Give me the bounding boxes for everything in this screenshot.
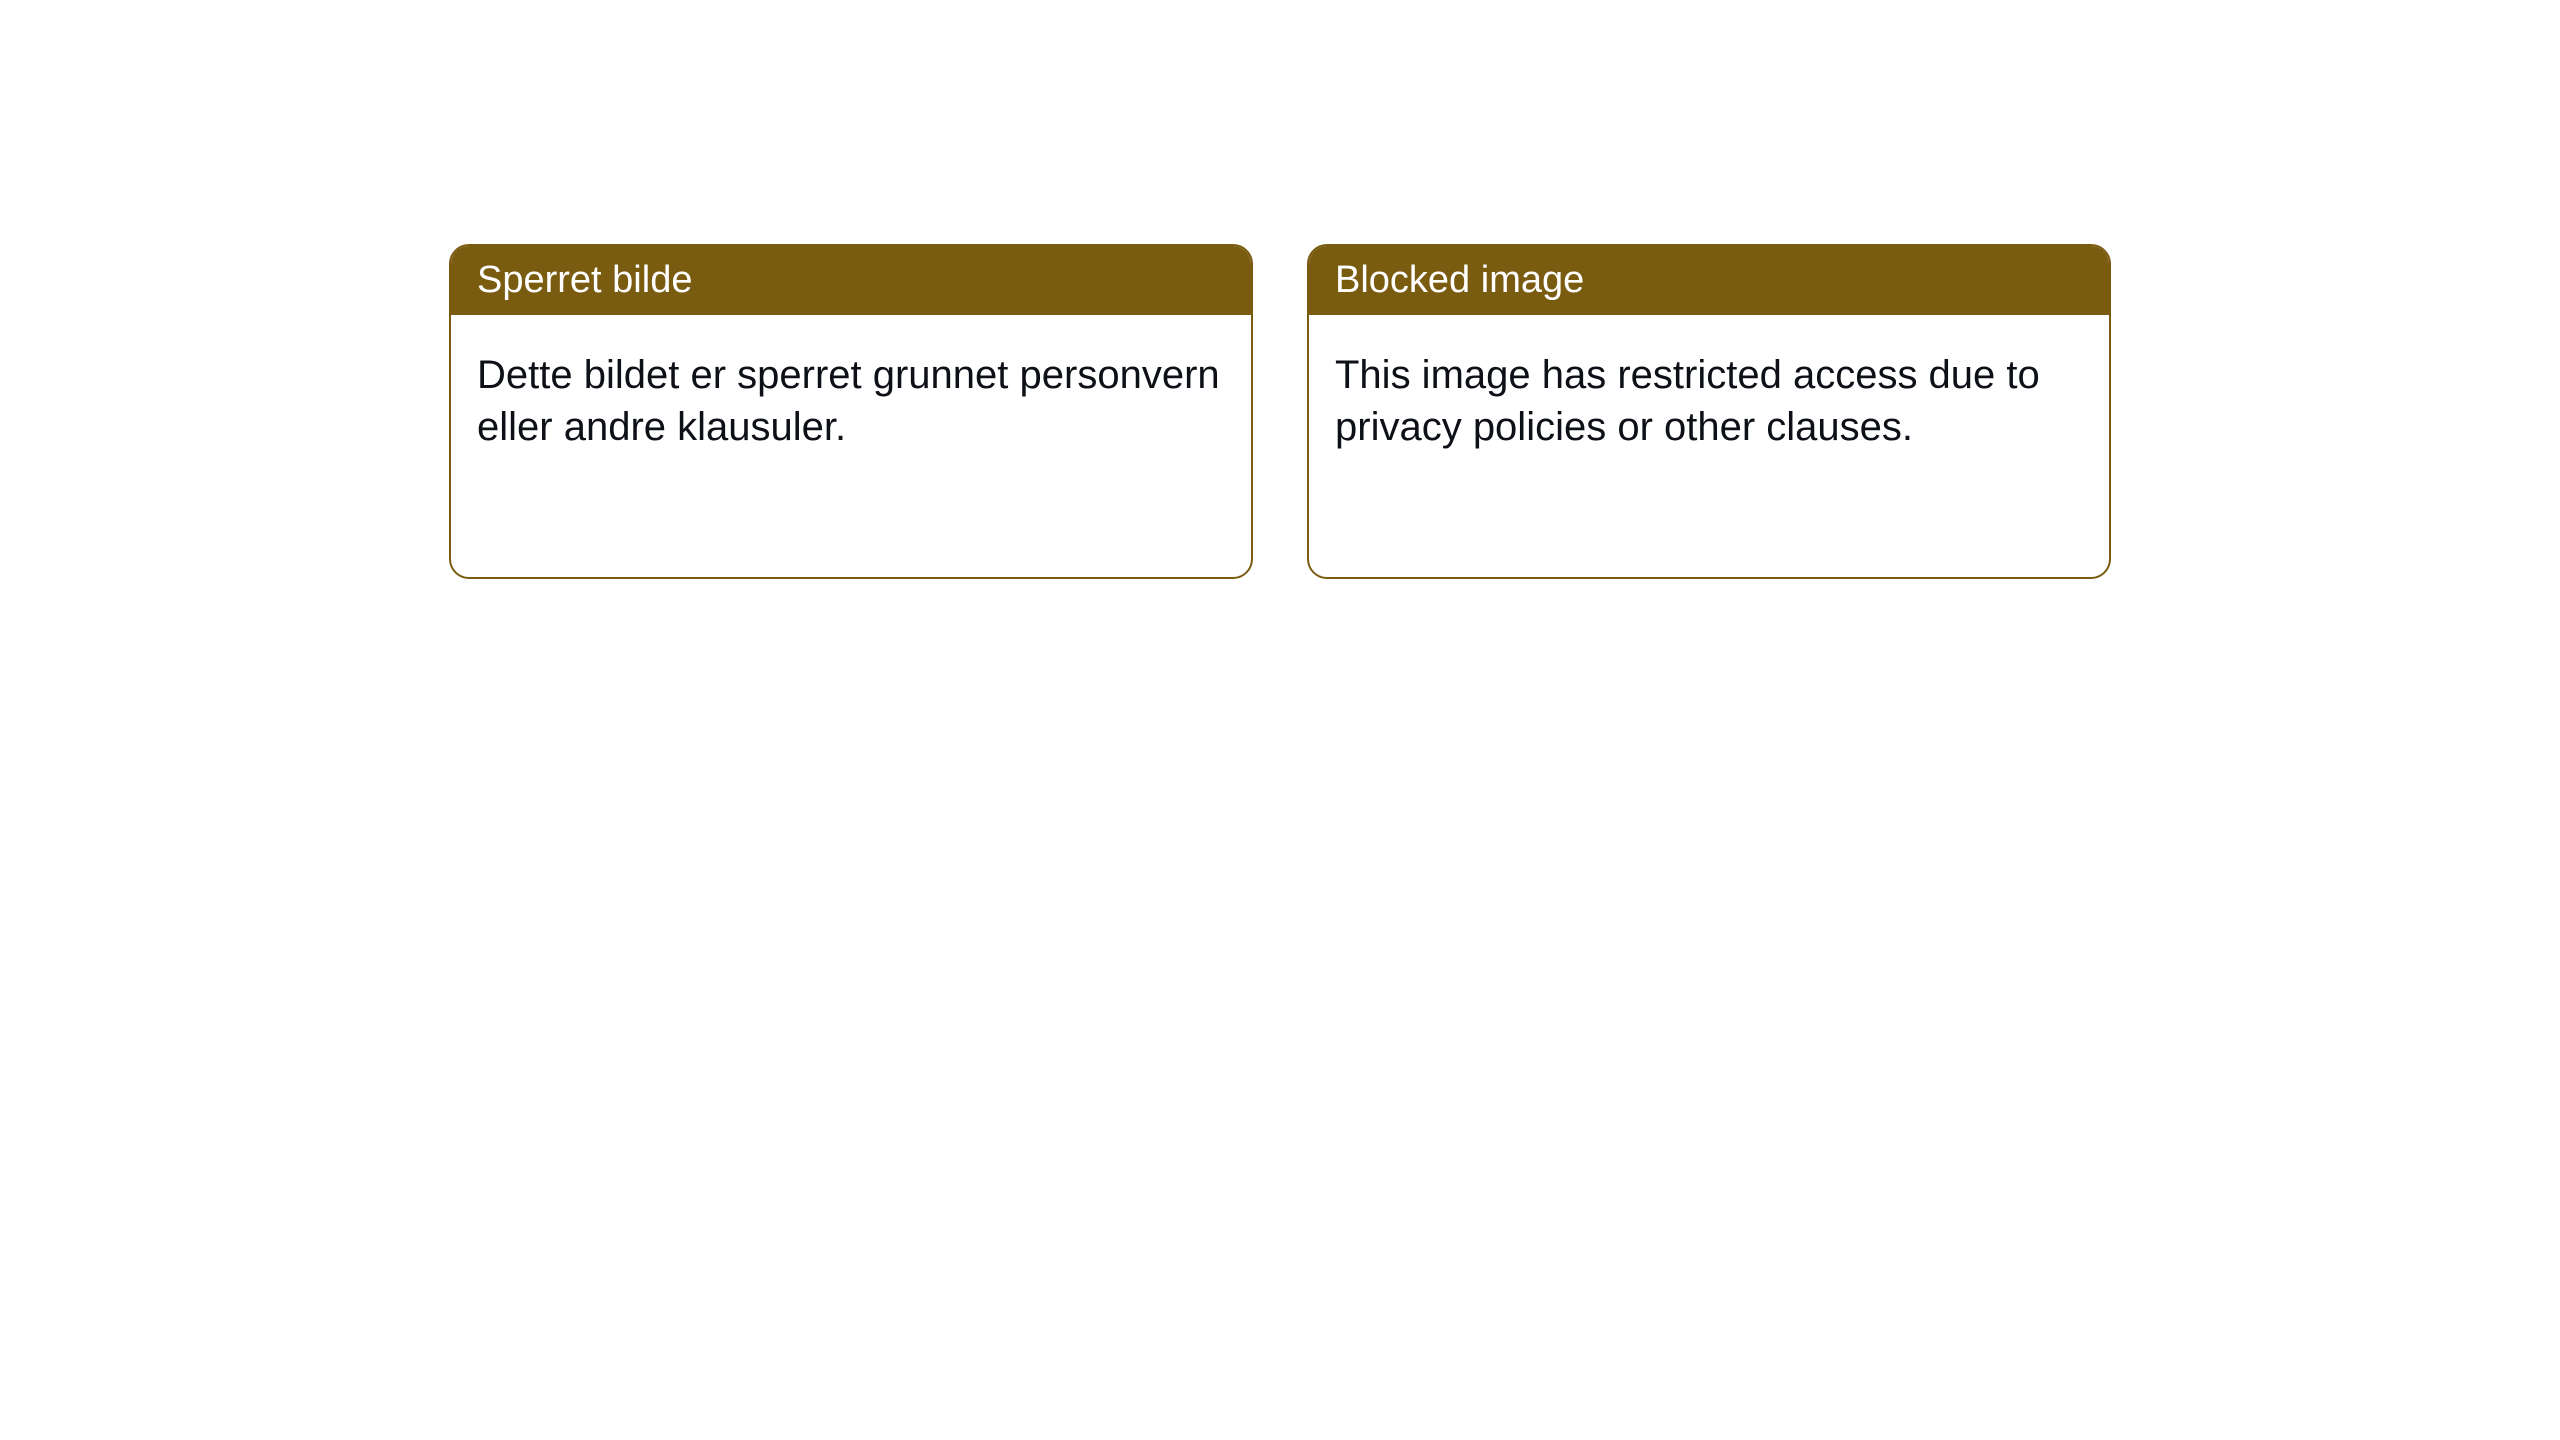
card-text-english: This image has restricted access due to …	[1335, 353, 2040, 449]
cards-container: Sperret bilde Dette bildet er sperret gr…	[0, 0, 2560, 579]
card-norwegian: Sperret bilde Dette bildet er sperret gr…	[449, 244, 1253, 579]
card-title-english: Blocked image	[1335, 259, 1584, 301]
card-header-norwegian: Sperret bilde	[451, 246, 1251, 315]
card-body-norwegian: Dette bildet er sperret grunnet personve…	[451, 315, 1251, 487]
card-title-norwegian: Sperret bilde	[477, 259, 692, 301]
card-english: Blocked image This image has restricted …	[1307, 244, 2111, 579]
card-text-norwegian: Dette bildet er sperret grunnet personve…	[477, 353, 1220, 449]
card-header-english: Blocked image	[1309, 246, 2109, 315]
card-body-english: This image has restricted access due to …	[1309, 315, 2109, 487]
